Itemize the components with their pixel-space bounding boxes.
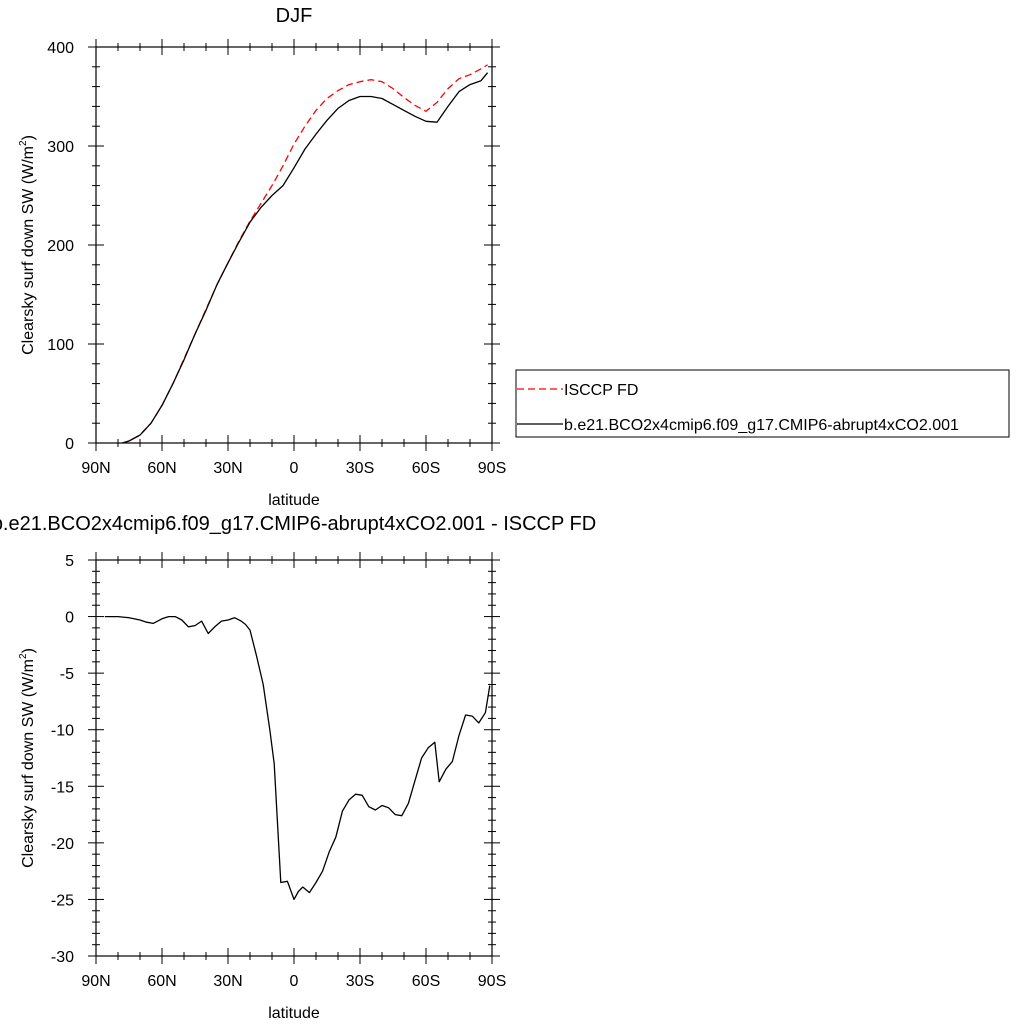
top-y-tick-labels: 0 100 200 300 400 xyxy=(47,40,74,453)
bottom-y-tick-label: -5 xyxy=(60,666,74,683)
top-x-tick-label: 60N xyxy=(147,460,176,477)
bottom-x-tick-label: 60N xyxy=(147,973,176,990)
top-y-axis-label: Clearsky surf down SW (W/m2) xyxy=(18,135,37,355)
bottom-series-lines xyxy=(104,615,491,901)
top-plot-frame xyxy=(95,46,493,444)
top-x-tick-label: 30S xyxy=(346,460,374,477)
top-series-line-isccp xyxy=(122,64,488,444)
top-x-tick-label: 0 xyxy=(290,460,299,477)
top-x-tick-labels: 90N 60N 30N 0 30S 60S 90S xyxy=(81,460,506,477)
bottom-plot-frame xyxy=(95,559,493,957)
top-chart-title: DJF xyxy=(276,5,313,27)
bottom-y-axis-label: Clearsky surf down SW (W/m2) xyxy=(18,648,37,868)
bottom-y-tick-label: -10 xyxy=(51,723,74,740)
bottom-panel: b.e21.BCO2x4cmip6.f09_g17.CMIP6-abrupt4x… xyxy=(0,513,596,1022)
top-x-tick-label: 30N xyxy=(213,460,242,477)
bottom-y-axis-label-sup: 2 xyxy=(18,653,29,659)
top-y-tick-label: 300 xyxy=(47,139,74,156)
top-y-tick-label: 200 xyxy=(47,238,74,255)
legend-label-isccp: ISCCP FD xyxy=(564,382,638,399)
bottom-x-tick-label: 0 xyxy=(290,973,299,990)
bottom-series-line-model xyxy=(104,615,491,901)
top-y-axis-label-main: Clearsky surf down SW (W/m xyxy=(20,146,37,355)
top-x-axis-label: latitude xyxy=(268,492,320,509)
bottom-y-tick-labels: -30 -25 -20 -15 -10 -5 0 5 xyxy=(51,553,74,966)
top-panel: DJF 0 100 200 300 400 90N 60N 30N 0 30S 60S 90S la… xyxy=(18,5,1010,509)
bottom-chart-title: b.e21.BCO2x4cmip6.f09_g17.CMIP6-abrupt4x… xyxy=(0,513,596,535)
bottom-x-tick-label: 30S xyxy=(346,973,374,990)
top-series-line-model xyxy=(122,72,489,444)
legend-label-model: b.e21.BCO2x4cmip6.f09_g17.CMIP6-abrupt4x… xyxy=(564,417,959,434)
top-y-tick-label: 100 xyxy=(47,337,74,354)
top-axis-ticks xyxy=(88,39,500,451)
bottom-x-tick-label: 30N xyxy=(213,973,242,990)
bottom-x-tick-label: 90S xyxy=(478,973,506,990)
bottom-y-axis-label-main: Clearsky surf down SW (W/m xyxy=(20,659,37,868)
top-x-tick-label: 90N xyxy=(81,460,110,477)
top-y-tick-label: 400 xyxy=(47,40,74,57)
bottom-x-tick-label: 90N xyxy=(81,973,110,990)
bottom-x-tick-labels: 90N 60N 30N 0 30S 60S 90S xyxy=(81,973,506,990)
legend-box xyxy=(515,369,1010,438)
top-x-tick-label: 60S xyxy=(412,460,440,477)
bottom-x-axis-label: latitude xyxy=(268,1005,320,1022)
bottom-y-axis-label-close: ) xyxy=(20,648,37,653)
top-series-lines xyxy=(122,64,489,444)
bottom-y-tick-label: 0 xyxy=(65,610,74,627)
bottom-y-tick-label: 5 xyxy=(65,553,74,570)
top-y-tick-label: 0 xyxy=(65,436,74,453)
bottom-y-tick-label: -25 xyxy=(51,892,74,909)
top-y-axis-label-sup: 2 xyxy=(18,140,29,146)
bottom-axis-ticks xyxy=(88,552,500,964)
bottom-y-tick-label: -20 xyxy=(51,836,74,853)
top-y-axis-label-close: ) xyxy=(20,135,37,140)
bottom-y-tick-label: -30 xyxy=(51,949,74,966)
legend: ISCCP FD b.e21.BCO2x4cmip6.f09_g17.CMIP6… xyxy=(515,369,1010,438)
bottom-y-tick-label: -15 xyxy=(51,779,74,796)
top-x-tick-label: 90S xyxy=(478,460,506,477)
bottom-x-tick-label: 60S xyxy=(412,973,440,990)
